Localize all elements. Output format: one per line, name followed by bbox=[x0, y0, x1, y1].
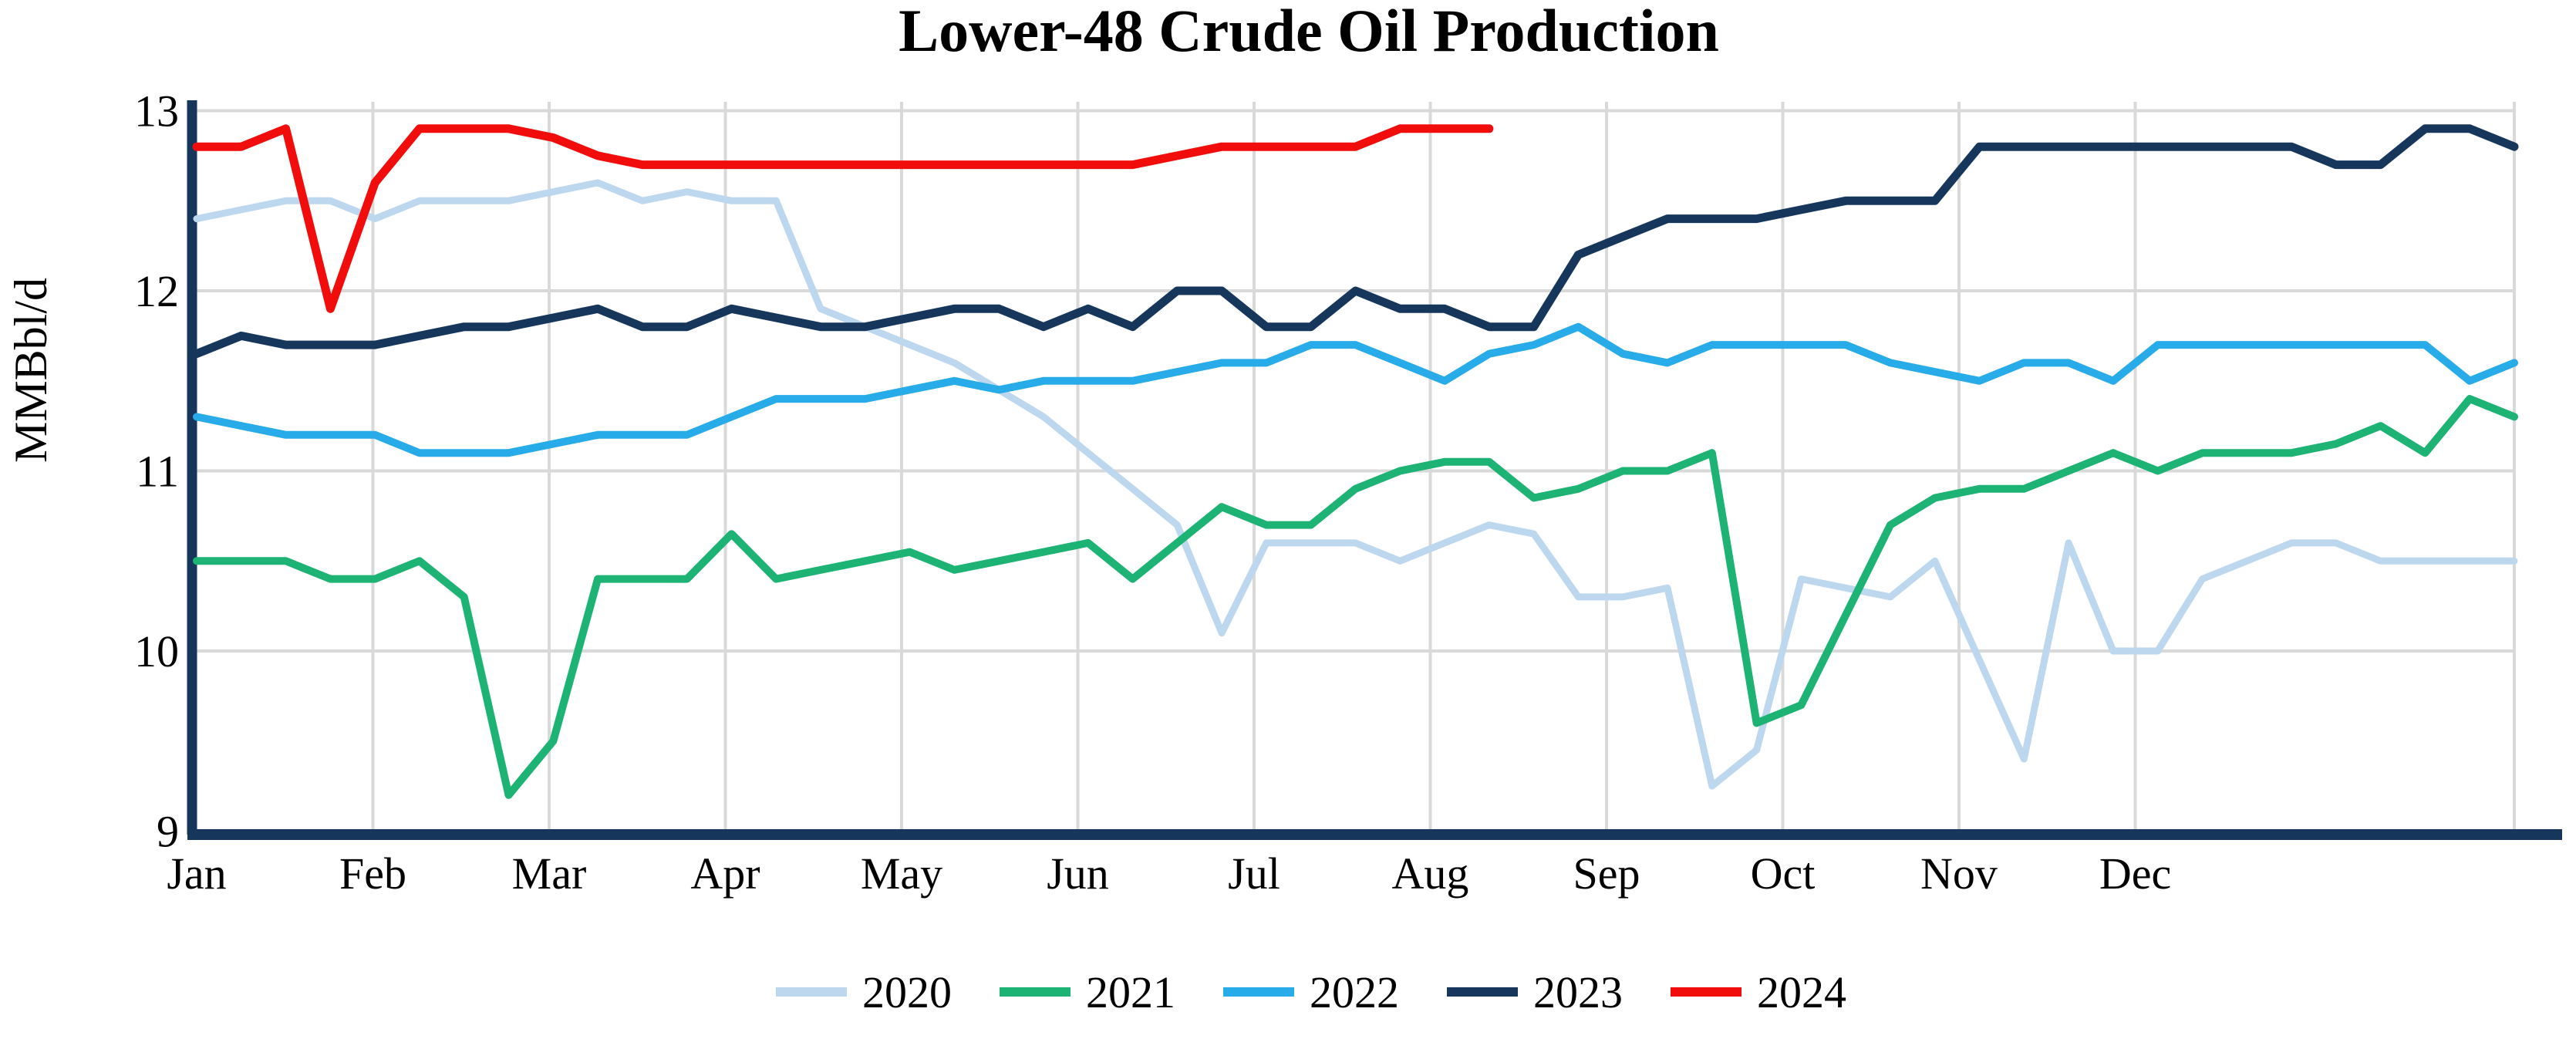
y-tick-label: 12 bbox=[134, 266, 179, 316]
legend-label-2023: 2023 bbox=[1533, 967, 1623, 1017]
y-tick-label: 10 bbox=[134, 626, 179, 676]
y-axis-title: MMBbl/d bbox=[5, 278, 56, 463]
series-line-2021 bbox=[193, 395, 2518, 799]
x-tick-label: Nov bbox=[1920, 848, 1998, 899]
y-tick-label: 13 bbox=[134, 86, 179, 137]
legend-item-2024: 2024 bbox=[1671, 967, 1846, 1017]
legend-item-2021: 2021 bbox=[1000, 967, 1175, 1017]
series-line-2024 bbox=[192, 124, 1494, 313]
legend-label-2020: 2020 bbox=[862, 967, 952, 1017]
legend-label-2021: 2021 bbox=[1086, 967, 1175, 1017]
x-tick-label: Jun bbox=[1047, 848, 1109, 899]
x-tick-label: Apr bbox=[690, 848, 760, 899]
series-line-2023 bbox=[192, 124, 2519, 359]
legend: 2020 2021 2022 2023 2024 bbox=[776, 967, 1846, 1017]
legend-label-2024: 2024 bbox=[1757, 967, 1846, 1017]
series-lines bbox=[192, 124, 2519, 799]
legend-item-2023: 2023 bbox=[1447, 967, 1623, 1017]
legend-item-2022: 2022 bbox=[1223, 967, 1399, 1017]
x-tick-labels: Jan Feb Mar Apr May Jun Jul Aug Sep Oct Nov Dec bbox=[167, 848, 2171, 899]
axes bbox=[187, 100, 2562, 840]
x-tick-label: Jul bbox=[1228, 848, 1280, 899]
series-line-2022 bbox=[193, 322, 2518, 457]
x-tick-label: Jan bbox=[167, 848, 226, 899]
series-line-2020 bbox=[193, 179, 2518, 790]
x-tick-label: Sep bbox=[1573, 848, 1640, 899]
x-tick-label: May bbox=[861, 848, 942, 899]
legend-item-2020: 2020 bbox=[776, 967, 952, 1017]
x-tick-label: Dec bbox=[2099, 848, 2171, 899]
x-tick-label: Oct bbox=[1751, 848, 1816, 899]
x-tick-label: Mar bbox=[512, 848, 587, 899]
x-tick-label: Feb bbox=[339, 848, 406, 899]
x-tick-label: Aug bbox=[1392, 848, 1469, 899]
legend-label-2022: 2022 bbox=[1310, 967, 1399, 1017]
chart-title: Lower-48 Crude Oil Production bbox=[899, 0, 1719, 64]
y-tick-label: 9 bbox=[157, 807, 179, 857]
y-tick-label: 11 bbox=[136, 447, 179, 497]
y-tick-labels: 13 12 11 10 9 bbox=[134, 86, 179, 857]
